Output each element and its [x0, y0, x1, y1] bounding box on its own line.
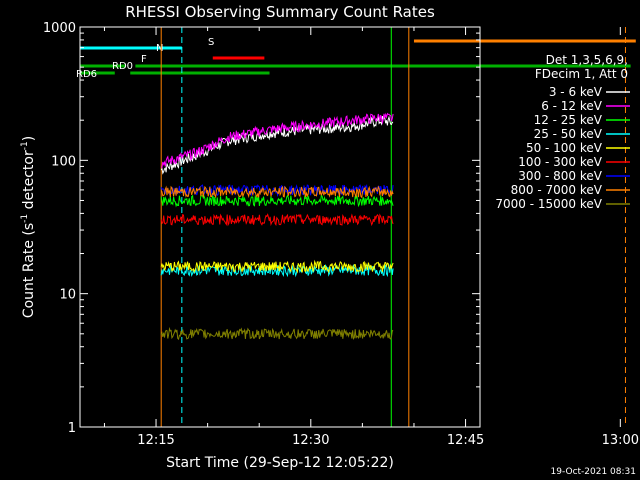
y-axis-label-mid: detector: [21, 150, 37, 214]
legend-label: 7000 - 15000 keV: [495, 197, 602, 211]
series-trace: [160, 259, 394, 274]
legend-label: 50 - 100 keV: [526, 141, 603, 155]
series-6-12-kev: [160, 112, 394, 169]
series-trace: [160, 194, 394, 208]
series-lines: [160, 112, 394, 341]
series-800-7000-kev: [160, 185, 394, 199]
flag-label-n: N: [156, 43, 163, 54]
legend-label: 800 - 7000 keV: [511, 183, 603, 197]
y-tick-label: 100: [51, 154, 76, 169]
legend-label: 3 - 6 keV: [549, 85, 603, 99]
flag-label-f: F: [141, 54, 147, 65]
series-trace: [160, 326, 394, 341]
y-tick-label: 1: [68, 421, 76, 436]
y-axis-label-sup2: -1: [20, 141, 30, 150]
series-trace: [160, 185, 394, 199]
series-100-300-kev: [160, 213, 394, 227]
y-tick-label: 1000: [43, 21, 76, 36]
chart-title: RHESSI Observing Summary Count Rates: [125, 3, 435, 21]
x-tick-label: 13:00: [602, 433, 639, 448]
x-tick-label: 12:15: [137, 433, 174, 448]
x-tick-label: 12:45: [447, 433, 484, 448]
series-7000-15000-kev: [160, 326, 394, 341]
y-axis-label-prefix: Count Rate (s: [21, 223, 37, 318]
footer-date: 19-Oct-2021 08:31: [551, 467, 636, 477]
y-axis-label: Count Rate (s-1 detector-1): [20, 136, 37, 318]
y-tick-label: 10: [59, 288, 76, 303]
series-12-25-kev: [160, 194, 394, 208]
series-trace: [160, 213, 394, 227]
legend-label: 100 - 300 keV: [518, 155, 602, 169]
flag-label-s: S: [208, 37, 214, 48]
series-trace: [160, 263, 394, 278]
flag-label-rd6: RD6: [76, 69, 97, 80]
legend-header-line-2: FDecim 1, Att 0: [535, 67, 628, 81]
legend-label: 300 - 800 keV: [518, 169, 602, 183]
flag-label-rd0: RD0: [112, 61, 133, 72]
series-50-100-kev: [160, 259, 394, 274]
legend-label: 25 - 50 keV: [534, 127, 603, 141]
plot-frame: [79, 26, 481, 428]
legend-header-line-1: Det 1,3,5,6,9,: [546, 53, 628, 67]
axis-ticks: 110100100012:1512:3012:4513:0013:1513:30…: [43, 21, 639, 448]
legend-label: 6 - 12 keV: [541, 99, 603, 113]
flag-bars: NF S RD0 RD6: [76, 37, 636, 80]
y-axis-label-sup1: -1: [20, 214, 30, 223]
x-axis-label: Start Time (29-Sep-12 12:05:22): [166, 455, 394, 471]
series-25-50-kev: [160, 263, 394, 278]
x-tick-label: 12:30: [292, 433, 329, 448]
series-trace: [160, 112, 394, 169]
y-axis-label-suffix: ): [21, 136, 37, 141]
legend-label: 12 - 25 keV: [534, 113, 603, 127]
